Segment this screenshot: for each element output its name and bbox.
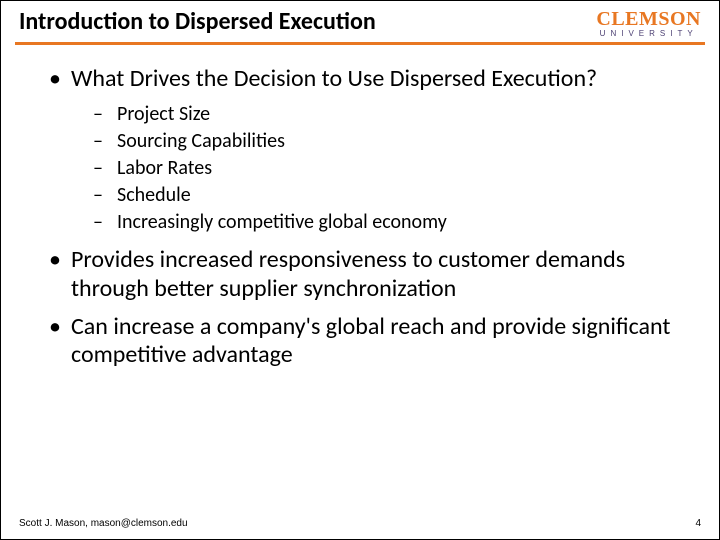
bullet-list: What Drives the Decision to Use Disperse… xyxy=(49,65,689,370)
list-item: Project Size xyxy=(93,101,689,128)
list-item: Schedule xyxy=(93,182,689,209)
logo-sub-text: UNIVERSITY xyxy=(596,30,701,38)
page-number: 4 xyxy=(695,518,701,529)
logo: CLEMSON UNIVERSITY xyxy=(596,9,701,38)
list-item: Increasingly competitive global economy xyxy=(93,209,689,236)
sub-list: Project Size Sourcing Capabilities Labor… xyxy=(93,101,689,236)
footer: Scott J. Mason, mason@clemson.edu 4 xyxy=(19,518,701,529)
body: What Drives the Decision to Use Disperse… xyxy=(1,45,719,370)
bullet-text: Can increase a company's global reach an… xyxy=(71,312,670,369)
header: Introduction to Dispersed Execution CLEM… xyxy=(1,1,719,38)
list-item: Sourcing Capabilities xyxy=(93,128,689,155)
list-item: Labor Rates xyxy=(93,155,689,182)
list-item: Provides increased responsiveness to cus… xyxy=(49,246,689,303)
logo-main-text: CLEMSON xyxy=(596,9,701,29)
list-item: Can increase a company's global reach an… xyxy=(49,313,689,370)
list-item: What Drives the Decision to Use Disperse… xyxy=(49,65,689,236)
bullet-text: Provides increased responsiveness to cus… xyxy=(71,245,625,302)
bullet-text: What Drives the Decision to Use Disperse… xyxy=(71,64,597,93)
slide: Introduction to Dispersed Execution CLEM… xyxy=(0,0,720,540)
footer-author: Scott J. Mason, mason@clemson.edu xyxy=(19,518,188,529)
